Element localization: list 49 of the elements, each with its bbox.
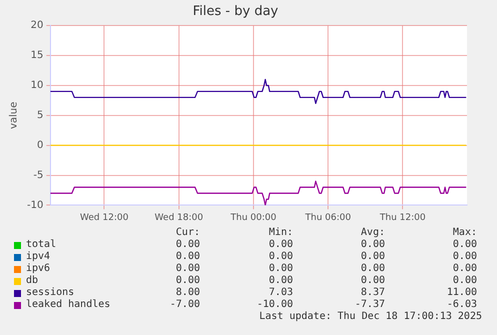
legend-label: db: [26, 275, 38, 287]
text: 0.00: [360, 239, 385, 251]
text: Avg:: [360, 227, 385, 239]
text: 0.00: [360, 275, 385, 287]
text: 0.00: [268, 251, 293, 263]
text: Last update: Thu Dec 18 17:00:13 2025: [259, 311, 482, 323]
text: -7.37: [354, 299, 385, 311]
text: 0.00: [268, 275, 293, 287]
text: 0.00: [452, 251, 477, 263]
text: 8.00: [176, 287, 200, 299]
text: Cur:: [176, 227, 200, 239]
text: 0.00: [360, 251, 385, 263]
text: 0.00: [176, 239, 200, 251]
text: 8.37: [360, 287, 385, 299]
text: 0.00: [452, 263, 477, 275]
text: 0.00: [176, 263, 200, 275]
y-tick-label: 0: [36, 140, 44, 151]
legend-label: sessions: [26, 287, 74, 299]
y-tick-label: 15: [30, 50, 44, 62]
text: 0.00: [452, 239, 477, 251]
text: -6.03: [446, 299, 477, 311]
y-tick-label: -5: [33, 170, 44, 181]
y-tick-label: 5: [36, 110, 44, 121]
x-tick-label: Wed 18:00: [154, 212, 204, 223]
x-tick-label: Wed 12:00: [80, 212, 129, 223]
text: 0.00: [268, 263, 293, 275]
y-tick-label: -10: [26, 200, 44, 211]
text: 7.03: [268, 287, 293, 299]
text: 0.00: [360, 263, 385, 275]
legend-label: total: [26, 239, 56, 251]
legend-label: ipv4: [26, 251, 50, 263]
legend-label: leaked handles: [26, 299, 110, 311]
text: 0.00: [452, 275, 477, 287]
text: Min:: [268, 227, 293, 239]
text: 11.00: [446, 287, 477, 299]
x-tick-label: Thu 12:00: [378, 212, 426, 223]
y-tick-label: 20: [30, 20, 44, 32]
chart-title: Files - by day: [192, 4, 279, 20]
text: Max:: [452, 227, 477, 239]
text: -10.00: [256, 299, 293, 311]
y-axis-title: value: [8, 102, 20, 130]
text: 0.00: [268, 239, 293, 251]
x-tick-label: Thu 06:00: [304, 212, 352, 223]
text: -7.00: [170, 299, 200, 311]
text: 0.00: [176, 251, 200, 263]
legend-label: ipv6: [26, 263, 50, 275]
y-tick-label: 10: [30, 80, 44, 92]
x-tick-label: Thu 00:00: [230, 212, 277, 223]
text: 0.00: [176, 275, 200, 287]
